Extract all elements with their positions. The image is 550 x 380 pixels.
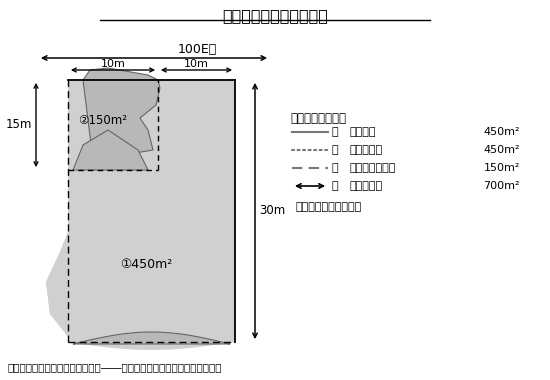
Text: ①450m²: ①450m² — [120, 258, 173, 271]
Text: 【普通住宅地区】: 【普通住宅地区】 — [290, 112, 346, 125]
Text: （出典：国税庁「不整形地の評価――差引き計算により評価する場合」）: （出典：国税庁「不整形地の評価――差引き計算により評価する場合」） — [8, 362, 223, 372]
Text: 450m²: 450m² — [483, 145, 520, 155]
Polygon shape — [46, 80, 235, 350]
Text: 近似整形地: 近似整形地 — [350, 145, 383, 155]
Polygon shape — [73, 332, 230, 344]
Text: 線: 線 — [332, 145, 339, 155]
Text: 想定整形地: 想定整形地 — [350, 181, 383, 191]
Polygon shape — [46, 232, 68, 332]
Text: 30m: 30m — [259, 204, 285, 217]
Text: 10m: 10m — [184, 59, 209, 69]
Polygon shape — [158, 80, 235, 342]
Text: 線: 線 — [332, 127, 339, 137]
Text: ②150m²: ②150m² — [78, 114, 127, 127]
Text: 100E－: 100E－ — [177, 43, 217, 56]
Text: 不整形地: 不整形地 — [350, 127, 377, 137]
Text: 線: 線 — [332, 163, 339, 173]
Text: 450m²: 450m² — [483, 127, 520, 137]
Text: 差し引き計算をする方法: 差し引き計算をする方法 — [222, 8, 328, 23]
Polygon shape — [68, 170, 158, 342]
Text: 線: 線 — [332, 181, 339, 191]
Text: 700m²: 700m² — [483, 181, 520, 191]
Text: 〈路線価は千円単位〉: 〈路線価は千円単位〉 — [295, 202, 361, 212]
Text: 150m²: 150m² — [483, 163, 520, 173]
Text: 15m: 15m — [6, 119, 32, 131]
Polygon shape — [83, 68, 160, 160]
Text: 隣接する整形地: 隣接する整形地 — [350, 163, 397, 173]
Polygon shape — [73, 130, 148, 170]
Text: 10m: 10m — [101, 59, 125, 69]
Polygon shape — [68, 80, 158, 170]
